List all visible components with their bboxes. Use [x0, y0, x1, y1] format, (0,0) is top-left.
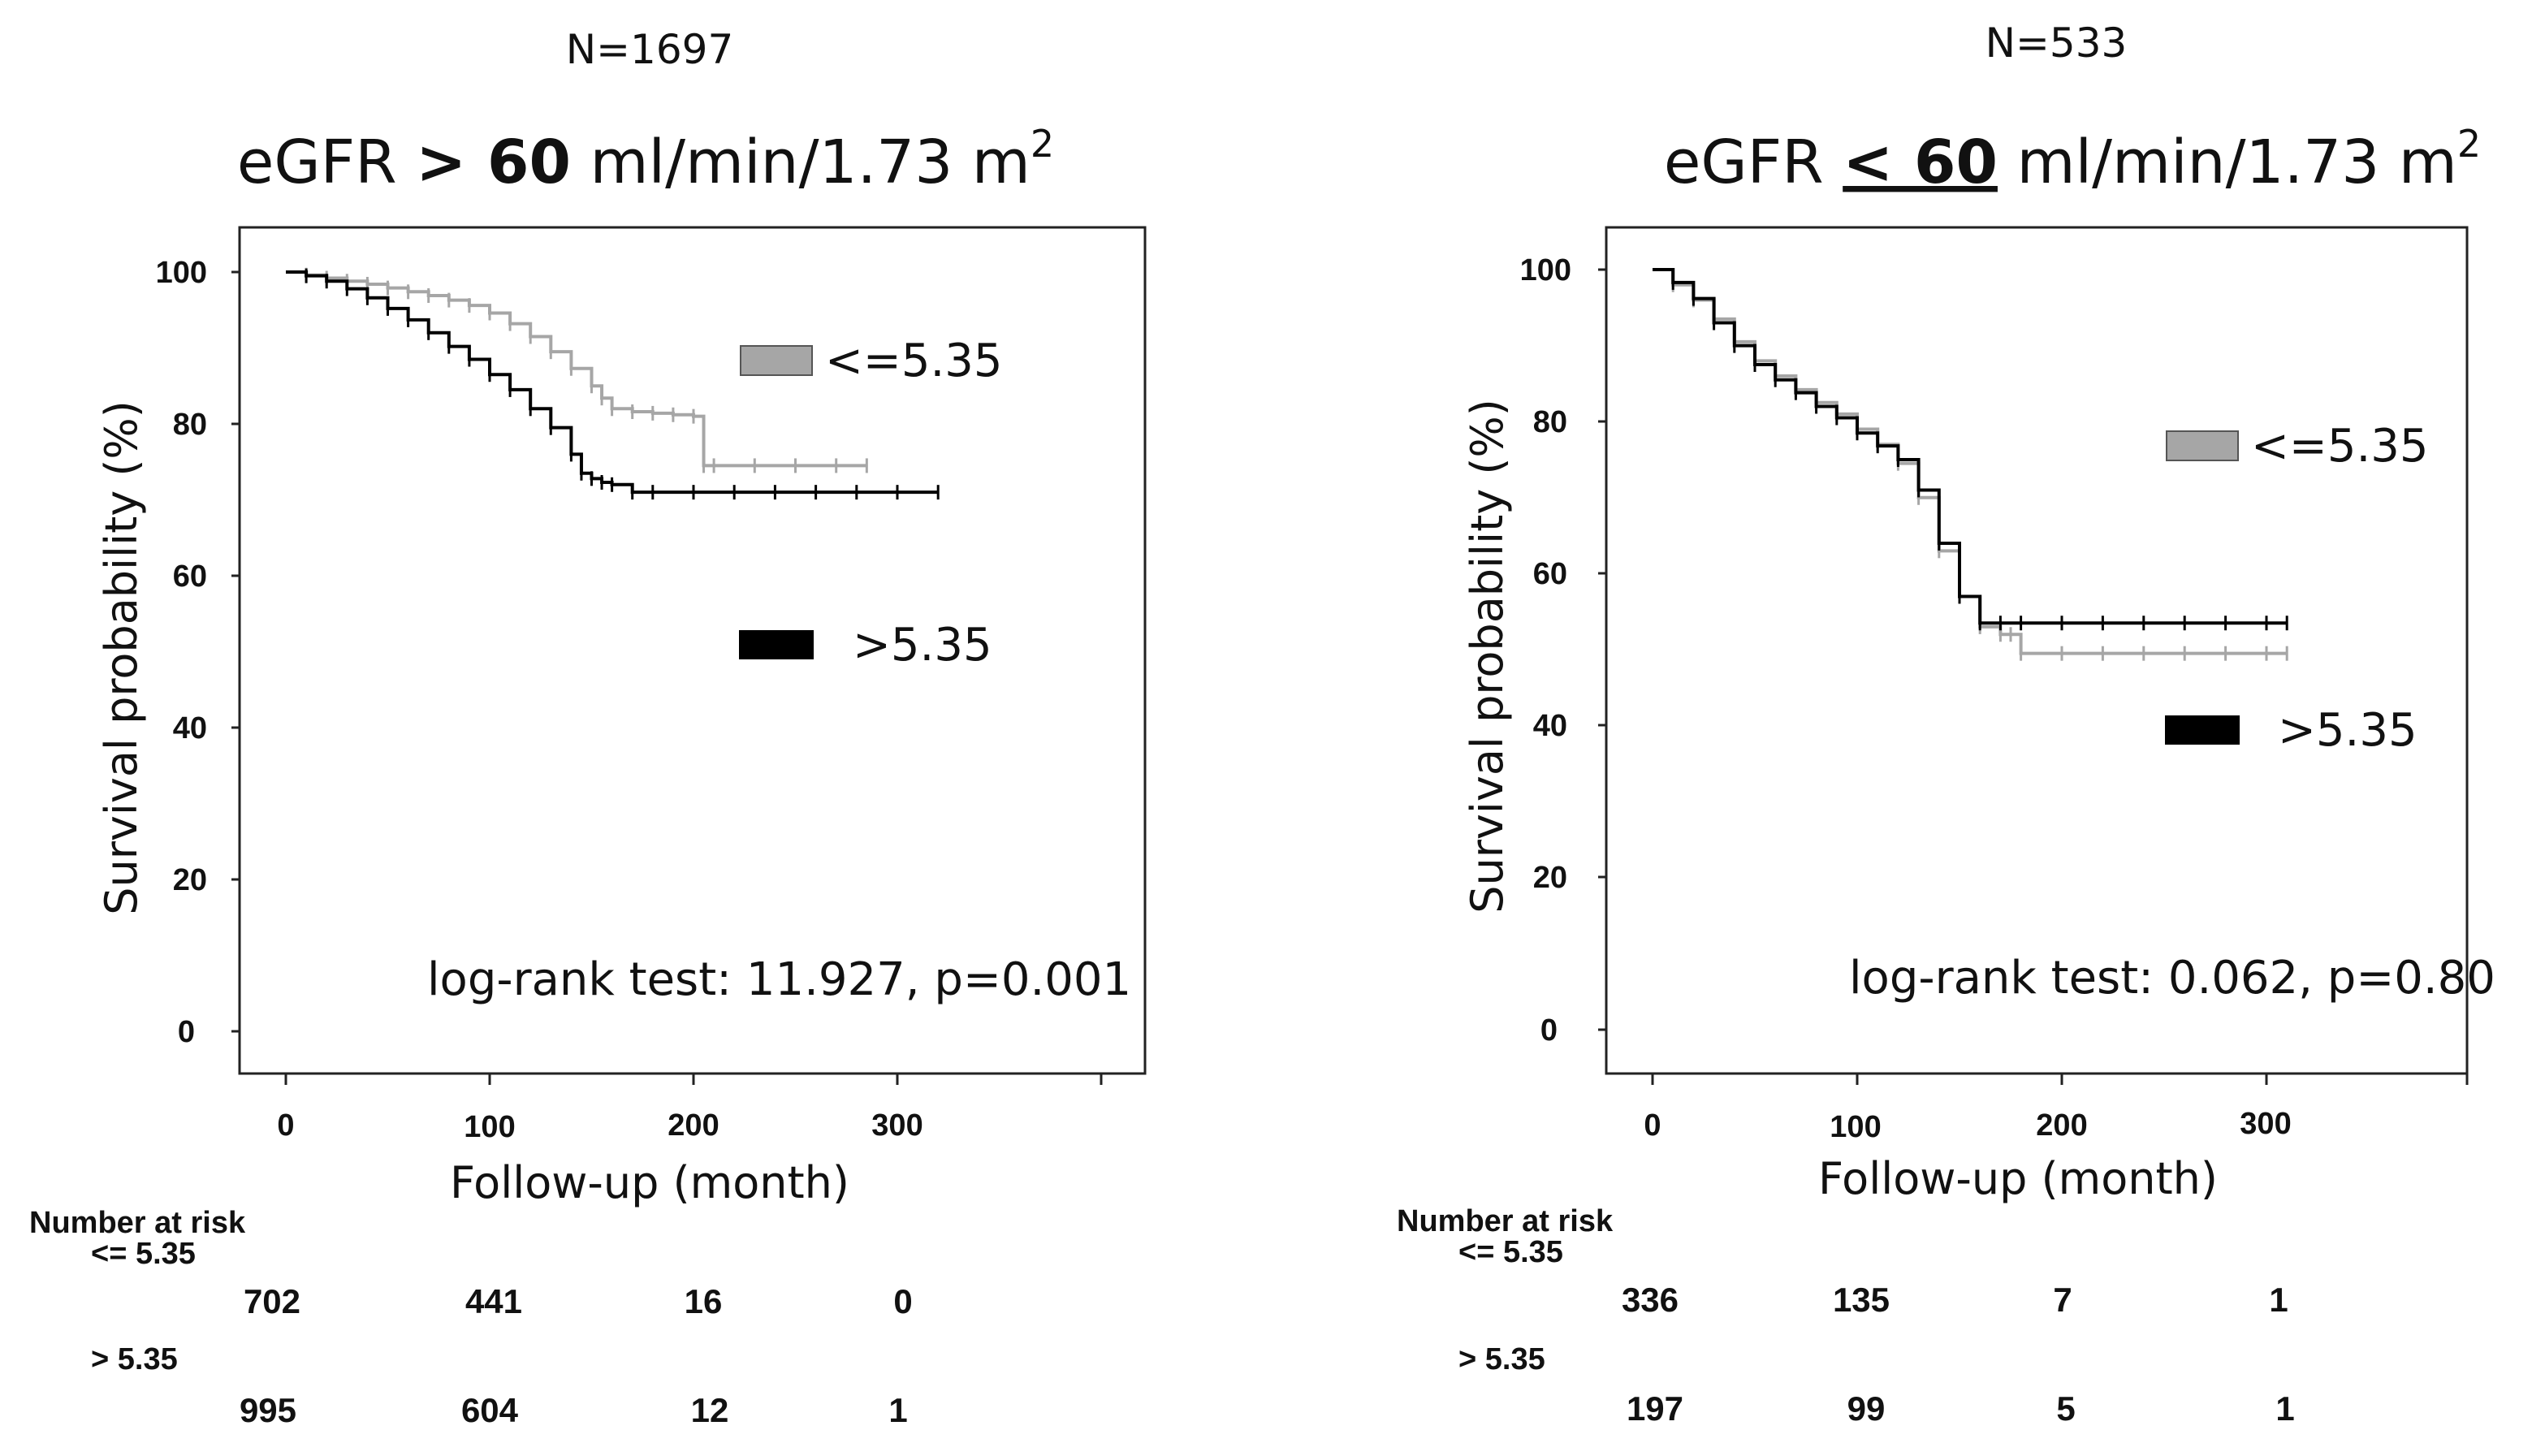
x-tick-100: 100: [1830, 1110, 1881, 1144]
y-axis: 100 80 60 40 20 0 Survival probability (…: [1462, 253, 1606, 1048]
risk-row-label-lte: <= 5.35: [91, 1237, 196, 1271]
x-tick-300: 300: [2240, 1107, 2291, 1141]
legend-label-gt-5-35: >5.35: [2278, 704, 2418, 757]
title-units: ml/min/1.73 m: [1998, 127, 2457, 197]
risk-value: 1: [2275, 1389, 2294, 1428]
risk-value: 135: [1833, 1281, 1890, 1319]
title-superscript: 2: [1031, 122, 1054, 166]
km-step-curve: [286, 270, 867, 468]
y-tick-80: 80: [173, 408, 207, 442]
y-tick-60: 60: [1533, 557, 1567, 591]
risk-value: 197: [1627, 1389, 1683, 1428]
log-rank-annotation: log-rank test: 11.927, p=0.001: [427, 953, 1131, 1006]
risk-value: 441: [465, 1282, 522, 1320]
x-axis-label: Follow-up (month): [450, 1157, 849, 1208]
plot-area: [1653, 268, 2288, 661]
legend: <=5.35 >5.35: [739, 335, 1003, 672]
title-operator: > 60: [416, 127, 571, 197]
risk-value: 1: [2269, 1281, 2288, 1319]
chart-right-svg: N=533 eGFR < 60 ml/min/1.73 m2 100 80 60…: [1397, 19, 2495, 1428]
chart-panel-left: N=1697 eGFR > 60 ml/min/1.73 m2 100 80 6…: [0, 0, 1272, 1456]
title-units: ml/min/1.73 m: [571, 127, 1031, 197]
series-line-lte-5-35: [1653, 268, 2288, 661]
y-axis-label: Survival probability (%): [96, 400, 147, 915]
risk-value: 5: [2056, 1389, 2075, 1428]
risk-table-header: Number at risk: [29, 1206, 246, 1240]
y-tick-0: 0: [1540, 1013, 1558, 1048]
title-prefix: eGFR: [237, 127, 416, 197]
legend-swatch-gt-5-35: [2165, 715, 2240, 745]
risk-value: 1: [888, 1391, 907, 1429]
x-axis: 0 100 200 300 Follow-up (month): [277, 1074, 1103, 1208]
legend-swatch-gt-5-35: [739, 630, 814, 659]
x-tick-300: 300: [871, 1108, 923, 1143]
risk-table-header: Number at risk: [1397, 1204, 1614, 1238]
y-tick-40: 40: [173, 711, 207, 745]
risk-value: 12: [691, 1391, 729, 1429]
y-tick-100: 100: [1520, 253, 1571, 287]
y-axis: 100 80 60 40 20 0 Survival probability (…: [96, 256, 240, 1049]
km-step-curve: [1653, 268, 2288, 625]
y-tick-20: 20: [173, 863, 207, 897]
x-tick-0: 0: [1644, 1108, 1661, 1143]
legend-label-gt-5-35: >5.35: [853, 619, 992, 672]
chart-title: eGFR > 60 ml/min/1.73 m2: [237, 122, 1054, 197]
risk-value: 0: [893, 1282, 912, 1320]
title-prefix: eGFR: [1664, 127, 1843, 197]
title-superscript: 2: [2457, 122, 2481, 166]
chart-left-svg: N=1697 eGFR > 60 ml/min/1.73 m2 100 80 6…: [29, 26, 1147, 1429]
y-tick-40: 40: [1533, 709, 1567, 743]
legend-swatch-lte-5-35: [740, 345, 813, 376]
risk-value: 604: [461, 1391, 519, 1429]
risk-row-label-gt: > 5.35: [91, 1342, 178, 1376]
x-tick-200: 200: [2036, 1108, 2087, 1143]
risk-row-label-gt: > 5.35: [1458, 1342, 1545, 1376]
chart-title: eGFR < 60 ml/min/1.73 m2: [1664, 122, 2481, 197]
log-rank-annotation: log-rank test: 0.062, p=0.80: [1849, 952, 2495, 1005]
y-tick-80: 80: [1533, 405, 1567, 439]
x-axis-label: Follow-up (month): [1818, 1153, 2218, 1204]
y-tick-0: 0: [178, 1015, 195, 1049]
risk-value: 16: [685, 1282, 723, 1320]
y-axis-label: Survival probability (%): [1462, 399, 1513, 914]
legend-label-lte-5-35: <=5.35: [2251, 420, 2429, 473]
risk-value: 995: [240, 1391, 296, 1429]
risk-value: 7: [2053, 1281, 2072, 1319]
risk-row-label-lte: <= 5.35: [1458, 1235, 1563, 1269]
plot-area: [286, 267, 940, 500]
x-tick-200: 200: [668, 1108, 719, 1143]
series-line-gt-5-35: [286, 268, 940, 500]
x-axis: 0 100 200 300 Follow-up (month): [1644, 1074, 2469, 1204]
number-at-risk-table: Number at risk <= 5.35 702 441 16 0 > 5.…: [29, 1206, 913, 1429]
y-tick-100: 100: [156, 256, 207, 290]
risk-value: 702: [244, 1282, 300, 1320]
plot-frame: [1605, 226, 2469, 1075]
legend: <=5.35 >5.35: [2165, 420, 2429, 757]
sample-size-label: N=1697: [566, 26, 734, 73]
risk-value: 99: [1847, 1389, 1886, 1428]
y-tick-20: 20: [1533, 861, 1567, 895]
plot-frame: [238, 226, 1147, 1075]
sample-size-label: N=533: [1985, 19, 2128, 67]
title-operator: < 60: [1843, 127, 1998, 197]
chart-panel-right: N=533 eGFR < 60 ml/min/1.73 m2 100 80 60…: [1366, 0, 2545, 1456]
legend-swatch-lte-5-35: [2166, 430, 2239, 461]
number-at-risk-table: Number at risk <= 5.35 336 135 7 1 > 5.3…: [1397, 1204, 2295, 1428]
legend-label-lte-5-35: <=5.35: [825, 335, 1003, 387]
series-line-gt-5-35: [1653, 268, 2288, 631]
x-tick-100: 100: [464, 1110, 515, 1144]
y-tick-60: 60: [173, 560, 207, 594]
risk-value: 336: [1622, 1281, 1679, 1319]
x-tick-0: 0: [277, 1108, 294, 1143]
